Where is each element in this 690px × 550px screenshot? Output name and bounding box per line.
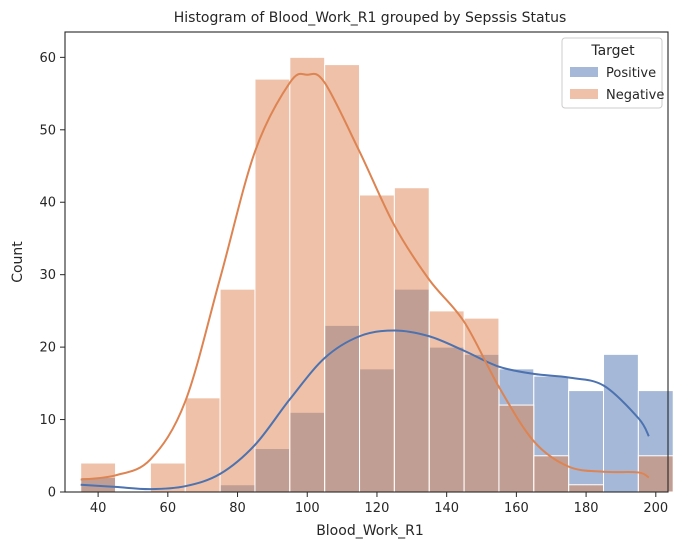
x-tick-label: 120 [365, 501, 390, 516]
ticks-layer: 40 60 80 100 120 140 160 180 200 0 10 20 30 40 50 60 [39, 51, 668, 516]
y-tick-label: 10 [39, 413, 56, 428]
y-axis-label: Count [10, 241, 26, 283]
x-tick-label: 200 [643, 501, 668, 516]
legend-title: Target [590, 43, 635, 59]
x-tick-label: 100 [295, 501, 320, 516]
x-tick-label: 40 [90, 501, 107, 516]
x-tick-label: 140 [434, 501, 459, 516]
bar-negative [184, 397, 221, 493]
x-axis-label: Blood_Work_R1 [316, 523, 424, 539]
bar-negative [324, 64, 361, 493]
bar-negative [533, 455, 570, 493]
legend-label-negative: Negative [606, 88, 664, 103]
bar-negative [254, 78, 291, 493]
bar-negative [289, 56, 326, 493]
bar-negative [498, 404, 535, 493]
bar-negative [463, 317, 500, 493]
kde-line-negative [80, 72, 650, 481]
plot-frame [64, 31, 669, 493]
bar-negative [393, 187, 430, 493]
legend: Target Positive Negative [561, 37, 664, 109]
chart-title: Histogram of Blood_Work_R1 grouped by Se… [174, 10, 567, 26]
bar-negative [568, 484, 605, 493]
bars-layer [80, 56, 674, 493]
bar-positive [568, 390, 605, 493]
x-tick-label: 80 [229, 501, 246, 516]
kde-line-positive [80, 329, 650, 491]
y-tick-label: 60 [39, 51, 56, 66]
bar-negative [359, 194, 395, 493]
y-tick-label: 40 [39, 196, 56, 211]
y-tick-label: 20 [39, 341, 56, 356]
bar-positive [603, 353, 639, 493]
x-tick-label: 60 [160, 501, 177, 516]
y-tick-label: 50 [39, 123, 56, 138]
x-tick-label: 160 [504, 501, 529, 516]
bar-negative [219, 288, 256, 493]
legend-swatch-positive [570, 67, 598, 77]
legend-label-positive: Positive [606, 66, 656, 81]
x-tick-label: 180 [574, 501, 599, 516]
kde-layer [80, 72, 650, 491]
y-tick-label: 30 [39, 268, 56, 283]
bar-negative [428, 310, 465, 493]
y-tick-label: 0 [48, 486, 56, 501]
legend-swatch-negative [570, 89, 598, 99]
